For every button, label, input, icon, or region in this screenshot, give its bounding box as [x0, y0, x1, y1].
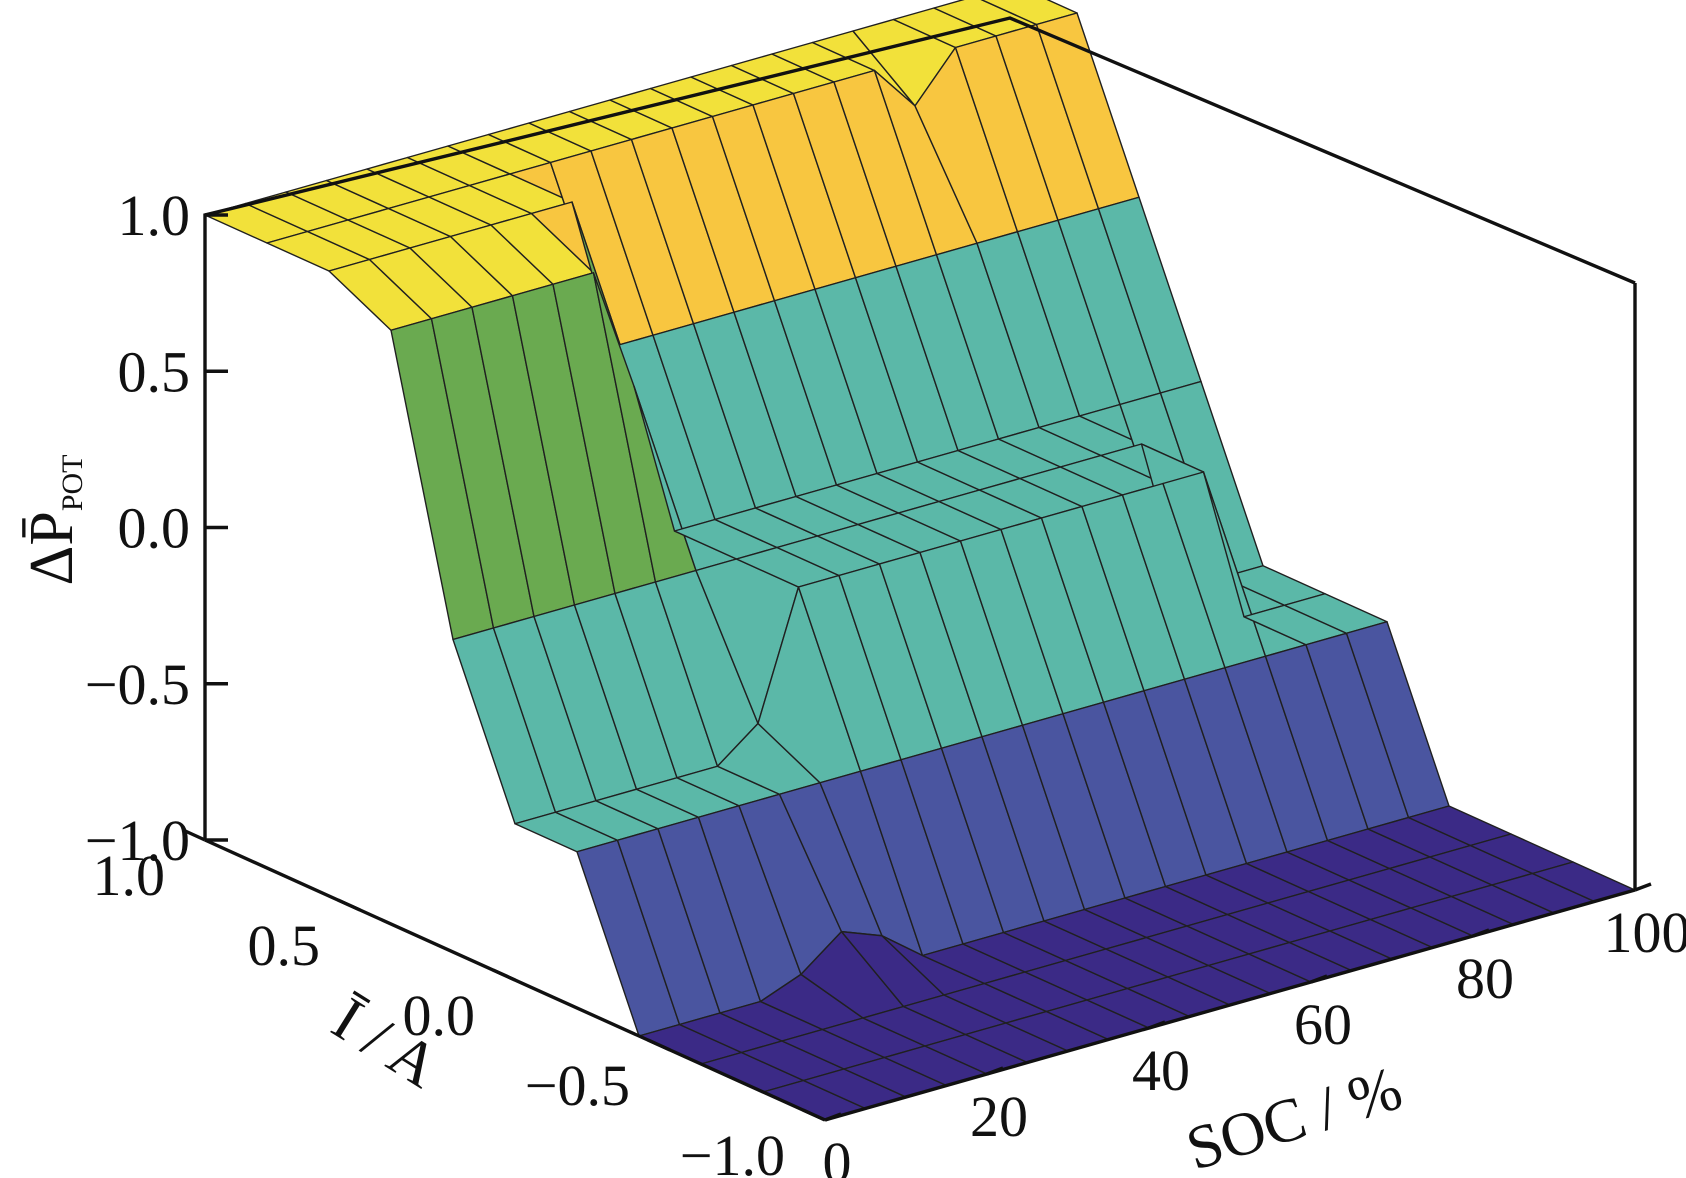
soc-tick-label: 60	[1294, 992, 1352, 1057]
current-tick-label: 1.0	[93, 843, 166, 908]
soc-tick-label: 100	[1604, 900, 1686, 965]
soc-tick	[1148, 1020, 1166, 1030]
z-axis-title-sub: POT	[56, 454, 89, 511]
soc-axis-line	[824, 888, 1636, 1122]
z-tick-label: −1.0	[85, 808, 190, 873]
current-tick-label: −0.5	[525, 1053, 630, 1118]
tick-marks	[182, 213, 1652, 1122]
z-tick-label: 0.0	[118, 496, 191, 561]
current-tick	[182, 828, 206, 842]
soc-tick	[986, 1066, 1004, 1076]
z-tick-label: −0.5	[85, 652, 190, 717]
soc-tick-label: 20	[970, 1084, 1028, 1149]
tick-labels: −1.0−0.50.00.51.0−1.0−0.50.00.51.0020406…	[85, 183, 1686, 1178]
current-tick	[647, 1038, 671, 1052]
current-tick-label: −1.0	[680, 1123, 785, 1178]
current-tick-label: 0.0	[403, 983, 476, 1048]
soc-tick	[1634, 882, 1652, 892]
z-tick-label: 0.5	[118, 339, 191, 404]
z-axis-title-main: ΔP̄	[18, 511, 86, 585]
soc-tick-label: 40	[1132, 1038, 1190, 1103]
soc-tick	[1472, 928, 1490, 938]
current-tick	[492, 968, 516, 982]
soc-tick-label: 80	[1456, 946, 1514, 1011]
soc-tick-label: 0	[823, 1130, 852, 1178]
z-tick-label: 1.0	[118, 183, 191, 248]
x-axis-title: SOC / %	[1179, 1054, 1410, 1178]
surface-mesh	[204, 0, 1636, 1121]
current-tick	[802, 1108, 826, 1122]
current-tick	[337, 898, 361, 912]
soc-tick	[1310, 974, 1328, 984]
current-tick-label: 0.5	[248, 913, 321, 978]
soc-tick	[824, 1112, 842, 1122]
z-axis-title: ΔP̄POT	[18, 454, 89, 585]
